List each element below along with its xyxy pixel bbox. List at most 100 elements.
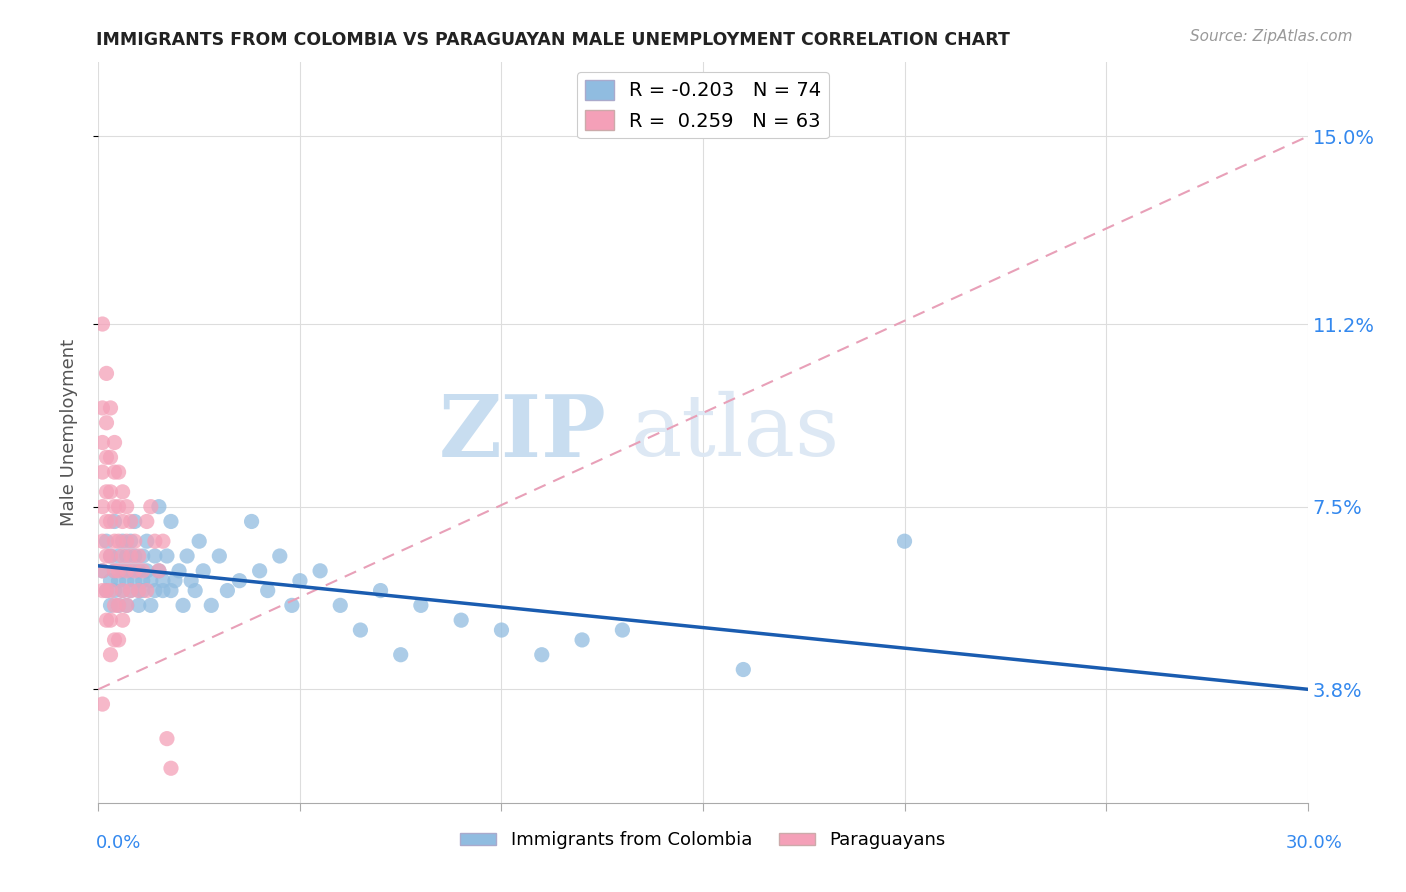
Point xyxy=(132,564,155,578)
Point xyxy=(139,599,162,613)
Point xyxy=(107,599,129,613)
Point xyxy=(111,583,134,598)
Point xyxy=(100,450,122,465)
Point xyxy=(115,599,138,613)
Point xyxy=(96,583,118,598)
Point xyxy=(139,574,162,588)
Point xyxy=(152,583,174,598)
Point xyxy=(135,534,157,549)
Point xyxy=(103,435,125,450)
Point xyxy=(167,564,190,578)
Point xyxy=(111,515,134,529)
Point xyxy=(135,583,157,598)
Point xyxy=(180,574,202,588)
Point xyxy=(148,500,170,514)
Point xyxy=(733,663,755,677)
Point xyxy=(103,515,125,529)
Point xyxy=(91,564,114,578)
Point xyxy=(96,367,118,381)
Point xyxy=(96,416,118,430)
Text: Source: ZipAtlas.com: Source: ZipAtlas.com xyxy=(1189,29,1353,44)
Point xyxy=(96,549,118,563)
Point xyxy=(128,564,150,578)
Point xyxy=(309,564,332,578)
Point xyxy=(103,599,125,613)
Point xyxy=(124,564,146,578)
Point xyxy=(96,515,118,529)
Point xyxy=(256,583,278,598)
Point xyxy=(240,515,263,529)
Point xyxy=(200,599,222,613)
Point xyxy=(100,613,122,627)
Point xyxy=(103,500,125,514)
Point xyxy=(111,549,134,563)
Legend: Immigrants from Colombia, Paraguayans: Immigrants from Colombia, Paraguayans xyxy=(453,824,953,856)
Point xyxy=(96,583,118,598)
Point xyxy=(115,534,138,549)
Point xyxy=(893,534,915,549)
Point xyxy=(91,401,114,415)
Point xyxy=(128,583,150,598)
Point xyxy=(100,648,122,662)
Point xyxy=(491,623,513,637)
Point xyxy=(100,599,122,613)
Point xyxy=(107,632,129,647)
Point xyxy=(208,549,231,563)
Point xyxy=(193,564,215,578)
Point xyxy=(107,465,129,479)
Point xyxy=(132,583,155,598)
Point xyxy=(107,564,129,578)
Point xyxy=(91,465,114,479)
Point xyxy=(107,500,129,514)
Point xyxy=(156,731,179,746)
Text: IMMIGRANTS FROM COLOMBIA VS PARAGUAYAN MALE UNEMPLOYMENT CORRELATION CHART: IMMIGRANTS FROM COLOMBIA VS PARAGUAYAN M… xyxy=(96,31,1010,49)
Point xyxy=(132,549,155,563)
Point xyxy=(100,574,122,588)
Point xyxy=(152,574,174,588)
Point xyxy=(115,549,138,563)
Point xyxy=(91,564,114,578)
Point xyxy=(100,583,122,598)
Point xyxy=(269,549,291,563)
Point xyxy=(389,648,412,662)
Point xyxy=(148,564,170,578)
Point xyxy=(120,583,142,598)
Point xyxy=(349,623,371,637)
Point xyxy=(228,574,250,588)
Point xyxy=(124,534,146,549)
Point xyxy=(111,613,134,627)
Point xyxy=(96,450,118,465)
Point xyxy=(120,515,142,529)
Text: atlas: atlas xyxy=(630,391,839,475)
Point xyxy=(91,435,114,450)
Point xyxy=(143,534,166,549)
Point xyxy=(409,599,432,613)
Point xyxy=(571,632,593,647)
Point xyxy=(100,401,122,415)
Point xyxy=(103,534,125,549)
Point xyxy=(96,484,118,499)
Point xyxy=(91,317,114,331)
Point xyxy=(91,534,114,549)
Point xyxy=(160,583,183,598)
Point xyxy=(176,549,198,563)
Point xyxy=(152,534,174,549)
Point xyxy=(107,574,129,588)
Point xyxy=(148,564,170,578)
Y-axis label: Male Unemployment: Male Unemployment xyxy=(59,339,77,526)
Point xyxy=(156,549,179,563)
Point xyxy=(288,574,311,588)
Point xyxy=(91,697,114,711)
Point xyxy=(124,574,146,588)
Point xyxy=(135,564,157,578)
Point xyxy=(120,564,142,578)
Point xyxy=(115,599,138,613)
Point xyxy=(115,500,138,514)
Point xyxy=(143,549,166,563)
Point xyxy=(132,574,155,588)
Point xyxy=(184,583,207,598)
Point xyxy=(115,574,138,588)
Point xyxy=(111,534,134,549)
Point xyxy=(160,515,183,529)
Point xyxy=(103,564,125,578)
